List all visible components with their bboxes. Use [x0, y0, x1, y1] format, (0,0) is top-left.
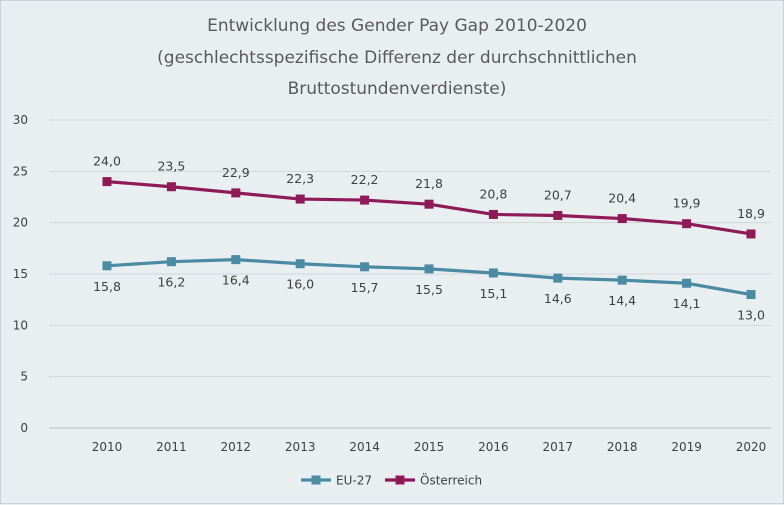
legend: EU-27 Österreich [301, 472, 482, 488]
data-point [746, 290, 756, 300]
x-tick-label: 2014 [349, 440, 380, 454]
legend-item: Österreich [385, 472, 482, 488]
series-eu27: 15,8 16,2 16,4 16,0 15,7 15,5 15,1 14,6 14,4 14,1… [93, 255, 765, 323]
x-tick-label: 2020 [736, 440, 767, 454]
chart-title-line-3: Bruttostundenverdienste) [288, 79, 507, 99]
data-label: 15,7 [351, 280, 379, 295]
y-tick-label: 10 [13, 318, 28, 332]
data-label: 20,8 [479, 186, 507, 201]
data-label: 16,4 [222, 273, 250, 288]
data-label: 24,0 [93, 154, 121, 169]
x-tick-label: 2012 [221, 440, 252, 454]
data-label: 21,8 [415, 176, 443, 191]
data-label: 22,2 [351, 172, 379, 187]
legend-marker [311, 475, 321, 485]
y-tick-label: 20 [13, 216, 28, 230]
x-tick-label: 2011 [156, 440, 187, 454]
series-group: 15,8 16,2 16,4 16,0 15,7 15,5 15,1 14,6 14,4 14,1… [93, 154, 765, 323]
data-point [488, 268, 498, 278]
data-point [746, 229, 756, 239]
data-label: 15,8 [93, 279, 121, 294]
data-point [102, 177, 112, 187]
data-point [424, 264, 434, 274]
chart-title: Entwicklung des Gender Pay Gap 2010-2020… [157, 16, 637, 99]
x-tick-label: 2013 [285, 440, 316, 454]
legend-item: EU-27 [301, 474, 372, 488]
data-label: 22,9 [222, 165, 250, 180]
x-axis-ticks: 2010 2011 2012 2013 2014 2015 2016 2017 2018 2019… [92, 440, 767, 454]
data-point [682, 219, 692, 229]
x-tick-label: 2018 [607, 440, 638, 454]
data-label: 20,4 [608, 191, 636, 206]
data-point [231, 255, 241, 265]
x-tick-label: 2016 [478, 440, 509, 454]
chart-title-line-1: Entwicklung des Gender Pay Gap 2010-2020 [207, 16, 587, 36]
data-label: 22,3 [286, 171, 314, 186]
series-oesterreich: 24,0 23,5 22,9 22,3 22,2 21,8 20,8 20,7 20,4 19,9… [93, 154, 765, 239]
data-point [295, 259, 305, 269]
data-label: 16,0 [286, 277, 314, 292]
data-label: 20,7 [544, 187, 572, 202]
chart-title-line-2: (geschlechtsspezifische Differenz der du… [157, 48, 637, 68]
data-label: 15,1 [479, 286, 507, 301]
data-point [488, 209, 498, 219]
data-point [424, 199, 434, 209]
y-tick-label: 0 [20, 421, 28, 435]
data-point [295, 194, 305, 204]
data-point [682, 278, 692, 288]
data-point [617, 214, 627, 224]
data-label: 14,6 [544, 291, 572, 306]
legend-label: Österreich [420, 472, 482, 488]
y-axis-ticks: 0 5 10 15 20 25 30 [13, 113, 28, 435]
data-point [102, 261, 112, 271]
data-point [553, 210, 563, 220]
x-tick-label: 2015 [414, 440, 445, 454]
x-tick-label: 2019 [671, 440, 702, 454]
data-point [231, 188, 241, 198]
data-label: 14,4 [608, 293, 636, 308]
data-point [166, 257, 176, 267]
y-tick-label: 30 [13, 113, 28, 127]
data-label: 23,5 [157, 159, 185, 174]
data-label: 19,9 [673, 196, 701, 211]
data-point [166, 182, 176, 192]
x-tick-label: 2010 [92, 440, 123, 454]
legend-label: EU-27 [336, 474, 372, 488]
gridlines [49, 119, 771, 429]
x-tick-label: 2017 [543, 440, 574, 454]
y-tick-label: 25 [13, 164, 28, 178]
y-tick-label: 5 [20, 370, 28, 384]
y-tick-label: 15 [13, 267, 28, 281]
data-label: 15,5 [415, 282, 443, 297]
data-point [360, 195, 370, 205]
data-label: 16,2 [157, 275, 185, 290]
data-label: 14,1 [673, 296, 701, 311]
data-label: 13,0 [737, 308, 765, 323]
data-point [360, 262, 370, 272]
legend-marker [395, 475, 405, 485]
data-label: 18,9 [737, 206, 765, 221]
data-point [553, 273, 563, 283]
data-point [617, 275, 627, 285]
